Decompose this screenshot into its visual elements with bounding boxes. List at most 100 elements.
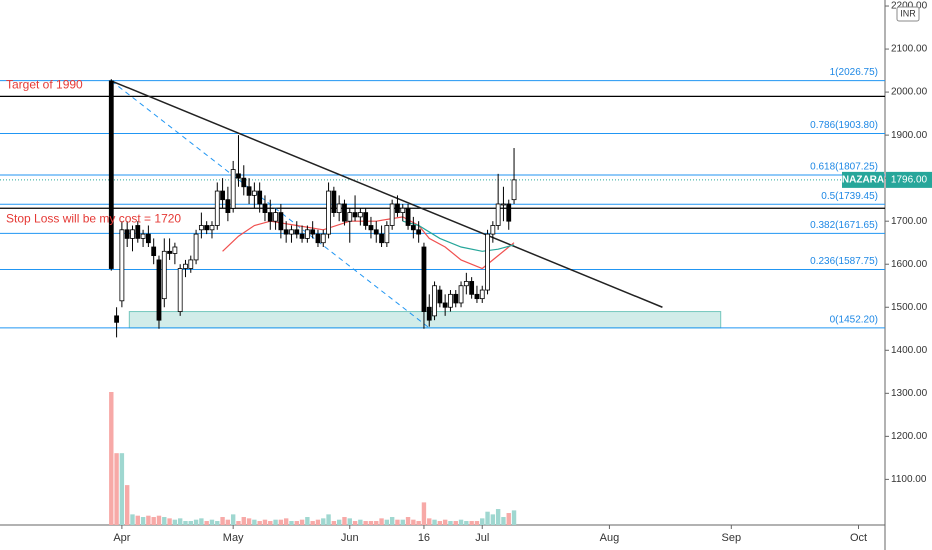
volume-bar [453,521,458,525]
candle-body [172,246,178,254]
candle-body [490,225,496,235]
candle-body [442,302,448,308]
volume-bar [199,518,204,525]
candle-body [453,293,459,304]
candle-body [373,229,379,235]
currency-badge [896,6,920,22]
x-tick-label: Jul [475,532,489,544]
symbol-tag [842,171,884,188]
volume-bar [156,515,162,525]
candle-body [278,212,284,231]
fib-label: 0(1452.20) [830,314,878,325]
candle-body [294,229,300,235]
volume-bar [347,518,352,525]
volume-bar [352,521,358,525]
candle-body [363,212,369,226]
volume-bar [416,521,421,525]
candle-body [437,289,443,304]
volume-bar [495,509,501,525]
annotation: Stop Loss will be my cost = 1720 [6,211,181,225]
candle-body [267,212,273,222]
volume-bar [326,514,331,525]
candle-body [405,207,411,226]
x-tick-label: Aug [600,532,620,544]
fib-label: 0.5(1739.45) [821,191,878,202]
candle-body [395,203,400,213]
volume-bar [511,510,517,525]
y-tick-label: 1400.00 [891,345,928,356]
candle-body [304,229,310,239]
x-tick-label: May [223,532,244,544]
volume-bar [289,521,294,525]
candle-body [108,80,114,269]
y-tick-label: 1600.00 [891,259,928,270]
candle-body [161,250,167,300]
candle-body [241,177,247,188]
volume-bar [358,519,363,525]
x-tick-label: Jun [341,532,359,544]
candle-body [114,315,119,323]
moving-average [222,216,515,270]
x-tick-label: Oct [850,532,867,544]
volume-bar [114,453,119,525]
candle-body [135,225,141,239]
y-tick-label: 2200.00 [891,1,928,12]
volume-bar [405,517,411,525]
candle-body [501,203,506,206]
candle-body [410,225,416,231]
candle-body [379,233,384,244]
symbol-label: NAZARA [842,175,884,186]
volume-bar [432,519,437,525]
y-tick-label: 1900.00 [891,130,928,141]
volume-bar [193,519,199,525]
candle-body [204,225,210,231]
candle-body [251,190,257,196]
volume-bar [442,519,448,525]
volume-bar [299,519,305,525]
volume-bar [188,521,193,525]
volume-bar [135,515,140,525]
x-tick-label: Apr [113,532,130,544]
candle-body [347,212,353,222]
candle-body [283,229,289,235]
volume-bar [209,519,215,525]
candle-body [289,229,294,235]
volume-bar [474,521,480,525]
candle-body [479,289,485,300]
y-tick-label: 2100.00 [891,44,928,55]
candle-body [463,281,469,287]
volume-bar [305,517,310,525]
candle-body [188,259,194,269]
candle-body [130,229,135,239]
candle-body [458,285,464,304]
volume-bar [336,519,342,525]
volume-bar [119,453,125,525]
candle-body [426,306,432,321]
volume-bar [220,517,225,525]
volume-bar [480,518,485,525]
candle-body [320,233,326,244]
candle-body [432,285,437,317]
volume-bar [379,518,384,525]
candle-body [384,225,390,244]
volume-bar [246,518,252,525]
volume-bar [167,518,172,525]
volume-bar [283,518,289,525]
volume-bar [363,521,368,525]
fib-label: 0.236(1587.75) [810,256,878,267]
candle-body [336,203,342,213]
volume-bar [294,521,299,525]
candle-body [225,199,231,213]
candle-body [246,186,252,196]
volume-bar [458,519,464,525]
candle-body [342,203,347,222]
candle-body [352,212,358,218]
volume-bar [225,519,231,525]
volume-bar [268,521,273,525]
candle-body [183,263,188,269]
candle-body [124,229,130,239]
candle-body [421,246,427,312]
candle-body [220,190,225,201]
fib-label: 0.382(1671.65) [810,220,878,231]
